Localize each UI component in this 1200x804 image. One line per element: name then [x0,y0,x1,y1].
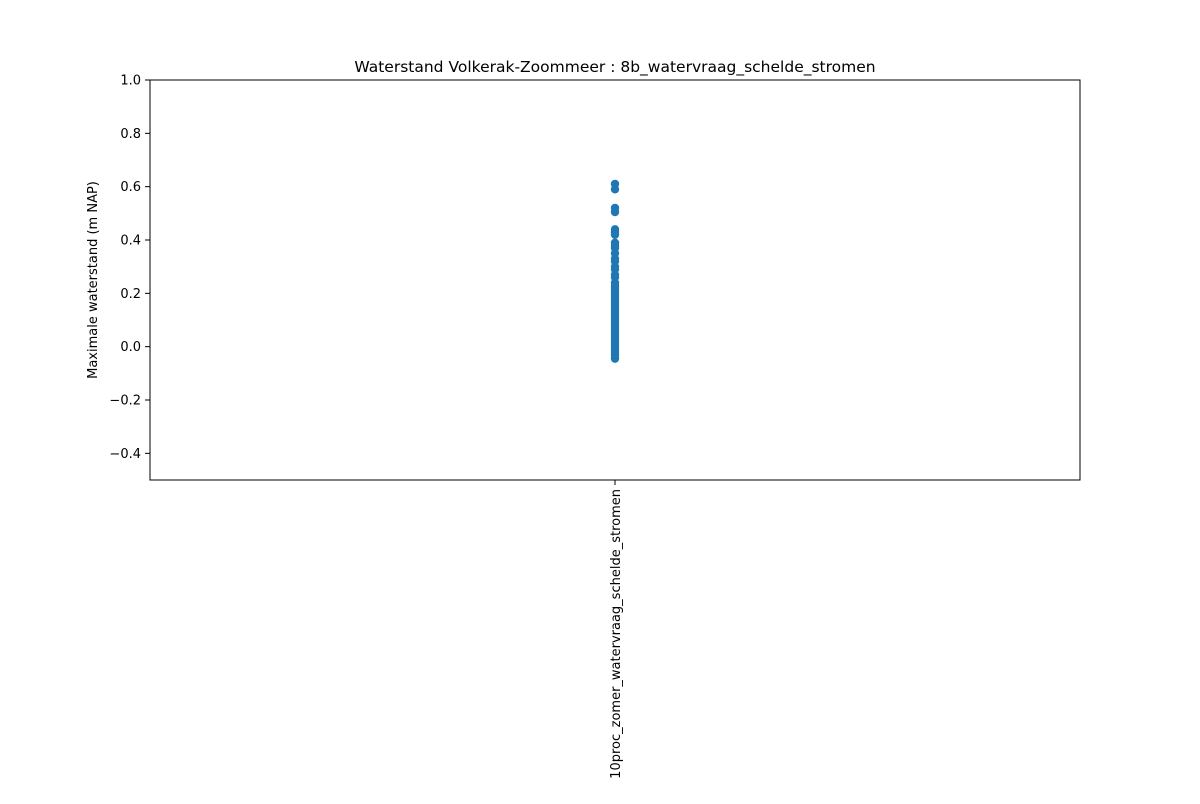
data-point [610,354,620,363]
data-point [610,185,620,194]
y-axis-label: Maximale waterstand (m NAP) [86,181,101,379]
y-tick-label: 0.0 [120,340,141,355]
data-point [610,207,620,217]
y-tick-label: 0.8 [120,127,141,142]
chart-title: Waterstand Volkerak-Zoommeer : 8b_waterv… [354,58,875,77]
y-tick-label: −0.2 [109,394,141,409]
y-tick-label: −0.4 [109,447,141,462]
y-tick-label: 1.0 [120,74,141,89]
y-tick-label: 0.4 [120,234,141,249]
y-tick-label: 0.2 [120,287,141,302]
y-tick-label: 0.6 [120,180,141,195]
plot-area: −0.4 −0.2 0.0 0.2 0.4 0.6 0.8 1.0 10proc_zomer_w… [109,74,1081,779]
data-point [610,230,620,239]
x-tick-label: 10proc_zomer_watervraag_schelde_stromen [609,489,624,779]
